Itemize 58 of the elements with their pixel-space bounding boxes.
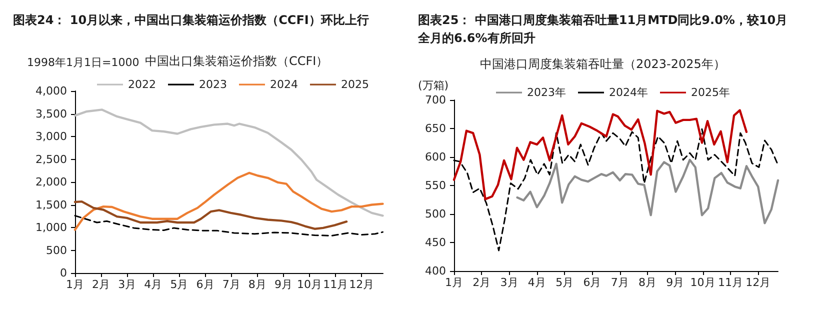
line-series xyxy=(516,158,780,224)
y-tick-label: 400 xyxy=(425,264,446,278)
y-tick-label: 1,000 xyxy=(36,221,67,234)
y-tick-label: 2,000 xyxy=(36,176,67,188)
y-tick-label: 0 xyxy=(60,266,67,280)
x-tick-label: 11月 xyxy=(718,276,743,289)
x-tick-label: 8月 xyxy=(248,278,266,291)
y-tick-label: 600 xyxy=(425,150,446,164)
line-series xyxy=(74,200,348,230)
legend-label: 2024 xyxy=(270,78,298,91)
x-tick-label: 3月 xyxy=(500,276,518,289)
y-tick-label: 700 xyxy=(425,94,446,106)
x-tick-label: 12月 xyxy=(349,278,374,291)
line-series xyxy=(452,109,748,200)
y-tick-label: 550 xyxy=(425,179,446,192)
chart-subtitle: 中国港口周度集装箱吞吐量（2023-2025年） xyxy=(480,57,726,71)
x-tick-label: 7月 xyxy=(610,276,629,289)
y-tick-label: 500 xyxy=(425,208,446,220)
x-tick-label: 10月 xyxy=(690,276,716,289)
x-tick-label: 6月 xyxy=(583,276,602,289)
line-series xyxy=(74,108,384,217)
x-tick-label: 3月 xyxy=(118,278,136,291)
x-tick-label: 5月 xyxy=(170,278,188,291)
x-tick-label: 11月 xyxy=(323,278,348,291)
line-series xyxy=(74,172,384,231)
y-tick-label: 4,000 xyxy=(36,84,67,98)
y-tick-label: 1,500 xyxy=(36,198,67,212)
legend-label: 2023年 xyxy=(527,86,566,99)
x-tick-label: 12月 xyxy=(746,276,771,289)
x-tick-label: 1月 xyxy=(66,278,84,291)
legend-label: 2025 xyxy=(340,78,369,91)
x-tick-label: 5月 xyxy=(556,276,574,289)
x-tick-label: 9月 xyxy=(274,278,292,291)
y-tick-label: 3,500 xyxy=(36,107,67,120)
y-tick-label: 2,500 xyxy=(36,152,67,166)
x-tick-label: 8月 xyxy=(638,276,657,289)
chart-subtitle: 中国出口集装箱运价指数（CCFI） xyxy=(145,54,328,68)
y-tick-label: 450 xyxy=(425,236,446,249)
legend-label: 2022 xyxy=(128,78,156,91)
legend-label: 2025年 xyxy=(690,86,730,99)
chart-title: 图表24： 10月以来，中国出口集装箱运价指数（CCFI）环比上行 xyxy=(13,13,369,27)
x-tick-label: 4月 xyxy=(144,278,162,291)
y-tick-label: 650 xyxy=(425,122,446,135)
y-axis-title: 1998年1月1日=1000 xyxy=(27,56,140,69)
x-tick-label: 7月 xyxy=(222,278,240,291)
legend-label: 2023 xyxy=(198,78,227,91)
x-tick-label: 9月 xyxy=(666,276,684,289)
x-tick-label: 6月 xyxy=(196,278,214,291)
y-axis-title: (万箱) xyxy=(418,79,449,92)
x-tick-label: 2月 xyxy=(472,276,491,289)
x-tick-label: 1月 xyxy=(445,276,463,289)
y-tick-label: 3,000 xyxy=(36,130,67,143)
x-tick-label: 10月 xyxy=(297,278,322,291)
chart-title: 图表25： 中国港口周度集装箱吞吐量11月MTD同比9.0%，较10月全月的6.6%有所回升 xyxy=(417,13,788,45)
legend-label: 2024年 xyxy=(609,86,648,99)
x-tick-label: 4月 xyxy=(528,276,546,289)
y-tick-label: 500 xyxy=(46,244,67,257)
x-tick-label: 2月 xyxy=(92,278,110,291)
